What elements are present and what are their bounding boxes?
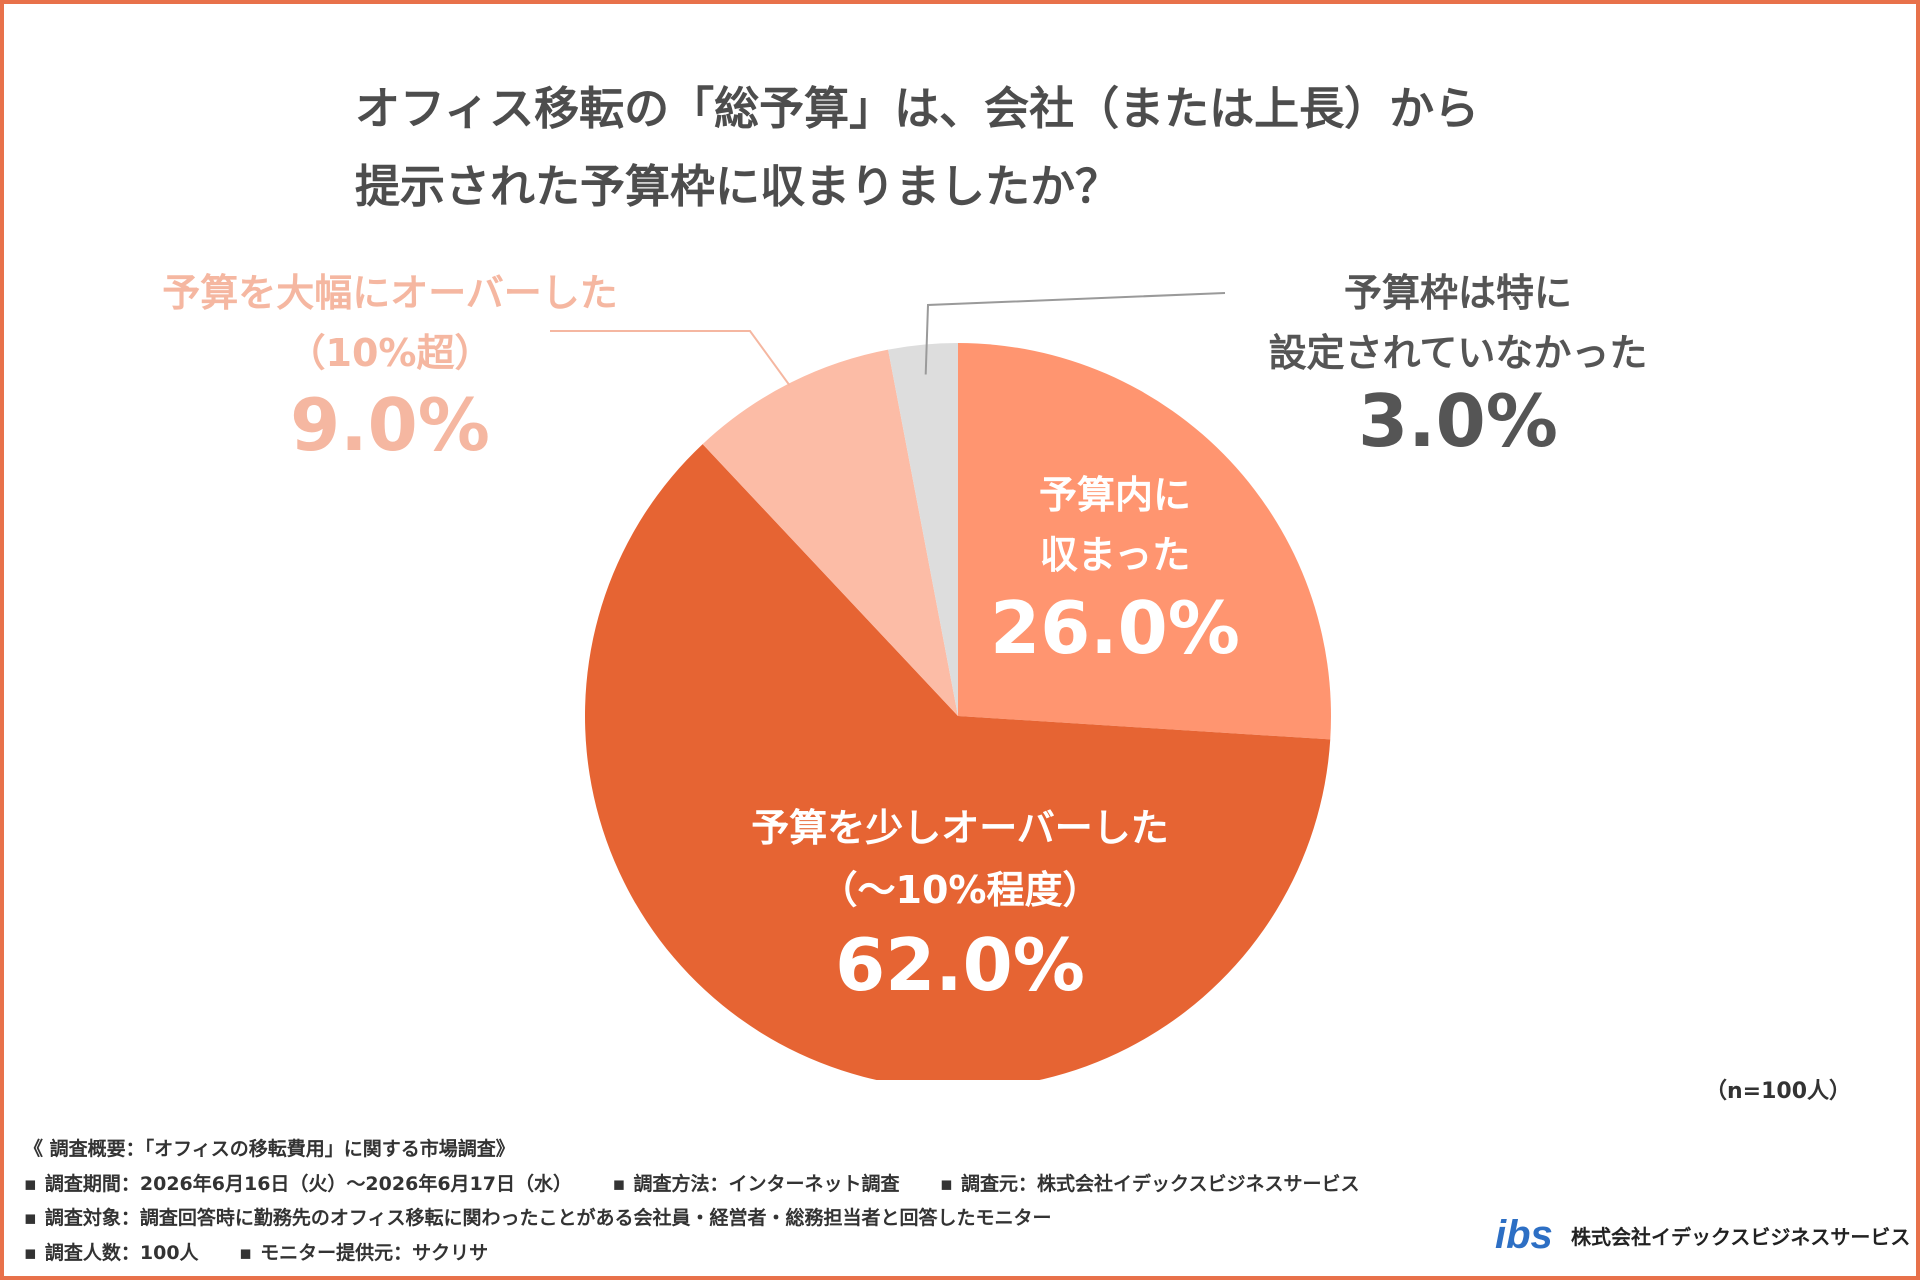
- slice-label-4-line-2: 設定されていなかった: [1269, 331, 1648, 375]
- chart-title: オフィス移転の「総予算」は、会社（または上長）から 提示された予算枠に収まりまし…: [355, 70, 1479, 226]
- ibs-logo-text: ibs: [1495, 1215, 1553, 1255]
- slice-label-3-value: 9.0%: [290, 383, 490, 467]
- slice-label-3-line-1: 予算を大幅にオーバーした: [162, 271, 618, 315]
- pie-slice-1: [958, 343, 1331, 740]
- slice-label-2-line-2: （〜10%程度）: [820, 868, 1101, 912]
- leader-line-slice-4: [924, 292, 1226, 375]
- slice-label-4-value: 3.0%: [1358, 379, 1558, 463]
- ibs-logo: ibs: [1495, 1215, 1553, 1255]
- slice-label-2-value: 62.0%: [835, 923, 1085, 1007]
- slice-label-3: 予算を大幅にオーバーした （10%超） 9.0%: [162, 271, 618, 467]
- slice-label-2: 予算を少しオーバーした （〜10%程度） 62.0%: [751, 806, 1169, 1007]
- survey-heading: 《 調査概要：「オフィスの移転費用」に関する市場調査》: [24, 1138, 515, 1160]
- slice-label-1-line-2: 収まった: [1040, 533, 1190, 577]
- pie-slice-3: [702, 349, 958, 716]
- chart-title-line-2: 提示された予算枠に収まりましたか？: [355, 160, 1121, 213]
- survey-source: 調査元：株式会社イデックスビジネスサービス: [940, 1173, 1359, 1195]
- survey-method: 調査方法：インターネット調査: [613, 1173, 900, 1195]
- survey-row-3: 調査人数：100人 モニター提供元：サクリサ: [24, 1236, 1393, 1271]
- survey-target: 調査対象：調査回答時に勤務先のオフィス移転に関わったことがある会社員・経営者・総…: [24, 1207, 1052, 1229]
- slice-label-1-value: 26.0%: [990, 586, 1240, 670]
- survey-row-2: 調査対象：調査回答時に勤務先のオフィス移転に関わったことがある会社員・経営者・総…: [24, 1201, 1393, 1236]
- slice-label-1-line-1: 予算内に: [1039, 473, 1191, 517]
- slice-label-3-line-2: （10%超）: [288, 331, 493, 375]
- pie-slice-4: [888, 343, 958, 716]
- survey-footnote: 《 調査概要：「オフィスの移転費用」に関する市場調査》 調査期間：2026年6月…: [24, 1132, 1393, 1270]
- chart-title-line-1: オフィス移転の「総予算」は、会社（または上長）から: [355, 82, 1480, 135]
- pie-slice-2: [584, 444, 1331, 1080]
- pie-chart: 予算内に収まった26.0%予算を少しオーバーした（〜10%程度）62.0%予算を…: [162, 271, 1648, 1080]
- company-name: 株式会社イデックスビジネスサービス: [1571, 1224, 1911, 1249]
- survey-period: 調査期間：2026年6月16日（火）〜2026年6月17日（水）: [24, 1173, 572, 1195]
- slice-label-2-line-1: 予算を少しオーバーした: [751, 806, 1169, 850]
- survey-provider: モニター提供元：サクリサ: [239, 1242, 488, 1264]
- company-brand: ibs 株式会社イデックスビジネスサービス: [1495, 1215, 1910, 1255]
- leader-line-slice-3: [550, 330, 791, 386]
- sample-size: （n=100人）: [1705, 1079, 1852, 1104]
- survey-row-1: 調査期間：2026年6月16日（火）〜2026年6月17日（水） 調査方法：イン…: [24, 1167, 1393, 1202]
- slice-label-4-line-1: 予算枠は特に: [1344, 271, 1572, 315]
- survey-respondents: 調査人数：100人: [24, 1242, 199, 1264]
